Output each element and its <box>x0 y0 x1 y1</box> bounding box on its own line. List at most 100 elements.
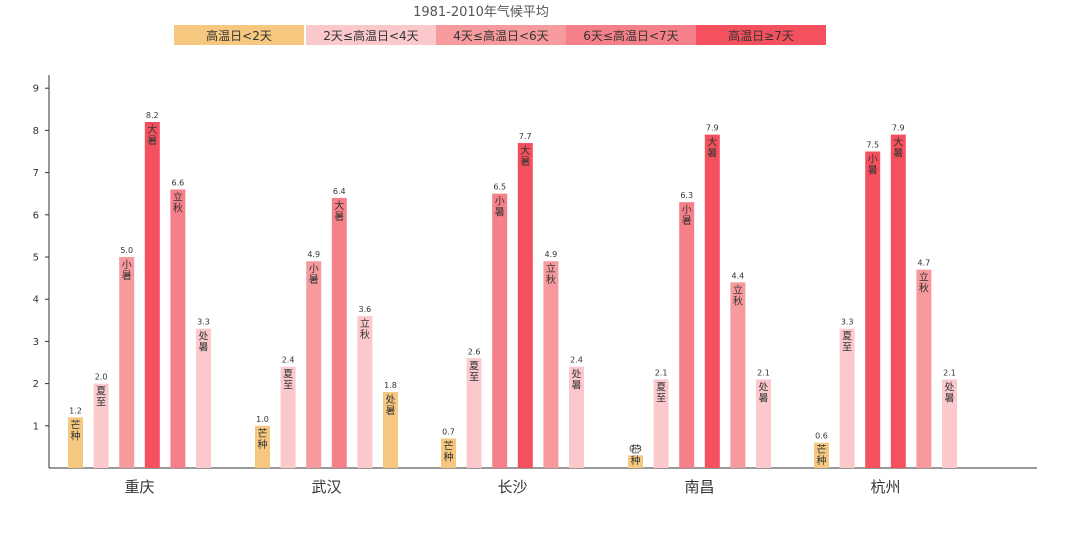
bar <box>93 383 109 468</box>
bar-value-label: 5.0 <box>120 246 133 255</box>
bar <box>383 392 398 468</box>
y-tick-label: 1 <box>33 421 39 432</box>
bar <box>839 328 855 468</box>
bar-value-label: 4.9 <box>307 250 320 259</box>
bar-term-label: 芒种 <box>71 418 81 442</box>
bar <box>357 316 373 468</box>
legend-swatch <box>306 25 436 45</box>
bar <box>756 379 771 468</box>
bar-term-label: 大暑 <box>893 136 903 160</box>
bar <box>196 328 211 468</box>
bar-term-label: 立秋 <box>360 317 370 341</box>
bar <box>942 379 957 468</box>
bar-term-label: 小暑 <box>868 154 878 177</box>
bar-value-label: 6.5 <box>493 183 506 192</box>
bar <box>569 366 584 468</box>
bar-value-label: 2.1 <box>757 368 770 377</box>
bar-value-label: 0.7 <box>442 427 455 436</box>
bar-value-label: 6.6 <box>172 178 185 187</box>
bar-value-label: 0.3 <box>629 444 642 453</box>
bar <box>170 189 186 469</box>
bar-term-label: 小暑 <box>309 263 319 286</box>
bar-term-label: 处暑 <box>945 381 955 404</box>
bar-value-label: 2.1 <box>943 368 956 377</box>
bar <box>517 143 533 468</box>
bar-term-label: 立秋 <box>919 271 929 295</box>
bar-term-label: 立秋 <box>733 283 743 307</box>
bar <box>814 442 829 468</box>
bar <box>306 261 322 468</box>
bar-term-label: 芒种 <box>631 443 641 467</box>
bar-term-label: 大暑 <box>707 136 717 160</box>
y-tick-label: 2 <box>33 379 39 390</box>
x-category-label: 杭州 <box>870 478 900 496</box>
y-tick-label: 7 <box>33 168 39 179</box>
bar <box>331 197 347 469</box>
legend-swatch <box>174 25 304 45</box>
bar <box>543 261 559 468</box>
bar-value-label: 7.9 <box>706 124 719 133</box>
bar-value-label: 4.7 <box>918 259 931 268</box>
y-tick-label: 9 <box>33 84 39 95</box>
bar-term-label: 夏至 <box>656 381 666 404</box>
bar-value-label: 2.1 <box>655 368 668 377</box>
bar-value-label: 7.7 <box>519 132 532 141</box>
legend-swatch <box>436 25 566 45</box>
x-category-label: 武汉 <box>311 478 341 496</box>
bar-value-label: 1.0 <box>256 415 269 424</box>
y-tick-label: 8 <box>33 126 39 137</box>
bar <box>653 379 669 468</box>
bar <box>68 417 83 468</box>
bar-term-label: 处暑 <box>759 381 769 404</box>
bar-term-label: 立秋 <box>173 190 183 214</box>
bar <box>441 438 456 468</box>
bar-term-label: 小暑 <box>122 259 132 282</box>
bar-value-label: 4.9 <box>545 250 558 259</box>
bar-term-label: 夏至 <box>842 331 852 354</box>
bar-term-label: 夏至 <box>469 360 479 383</box>
bar-value-label: 3.6 <box>359 305 372 314</box>
chart-title: 1981-2010年气候平均 <box>413 4 549 20</box>
y-tick-label: 3 <box>33 337 39 348</box>
bar <box>466 358 482 468</box>
bar-value-label: 7.9 <box>892 124 905 133</box>
bar-value-label: 2.4 <box>282 356 295 365</box>
bar-term-label: 小暑 <box>495 196 505 219</box>
y-tick-label: 6 <box>33 210 39 221</box>
bar-term-label: 芒种 <box>258 427 268 451</box>
legend-label: 6天≤高温日<7天 <box>583 28 678 43</box>
bar-value-label: 1.8 <box>384 381 397 390</box>
bar-term-label: 处暑 <box>572 369 582 392</box>
bar <box>255 425 270 468</box>
bar-value-label: 3.3 <box>841 318 854 327</box>
bar-term-label: 处暑 <box>386 394 396 417</box>
bar-value-label: 2.4 <box>570 356 583 365</box>
bar <box>144 121 160 469</box>
y-tick-label: 4 <box>33 295 39 306</box>
bar <box>119 257 135 468</box>
bar-value-label: 0.6 <box>815 432 828 441</box>
legend-swatch <box>696 25 826 45</box>
bar-value-label: 6.3 <box>680 191 693 200</box>
legend-label: 2天≤高温日<4天 <box>323 28 418 43</box>
y-tick-label: 5 <box>33 253 39 264</box>
legend-label: 高温日≥7天 <box>728 28 794 43</box>
bar <box>865 151 881 468</box>
bar-term-label: 处暑 <box>199 331 209 354</box>
bar-value-label: 7.5 <box>866 141 879 150</box>
legend-label: 高温日<2天 <box>206 28 272 43</box>
legend-label: 4天≤高温日<6天 <box>453 28 548 43</box>
bar-value-label: 6.4 <box>333 187 346 196</box>
bar <box>492 193 508 468</box>
bar-term-label: 小暑 <box>682 204 692 227</box>
bar-term-label: 大暑 <box>147 123 157 147</box>
legend: 高温日<2天 2天≤高温日<4天 4天≤高温日<6天 6天≤高温日<7天 高温日≥7天 <box>174 25 826 45</box>
bar-term-label: 夏至 <box>283 369 293 392</box>
bar-term-label: 夏至 <box>96 386 106 409</box>
bar <box>730 282 746 468</box>
bar-value-label: 2.0 <box>95 373 108 382</box>
bar-value-label: 4.4 <box>732 271 745 280</box>
